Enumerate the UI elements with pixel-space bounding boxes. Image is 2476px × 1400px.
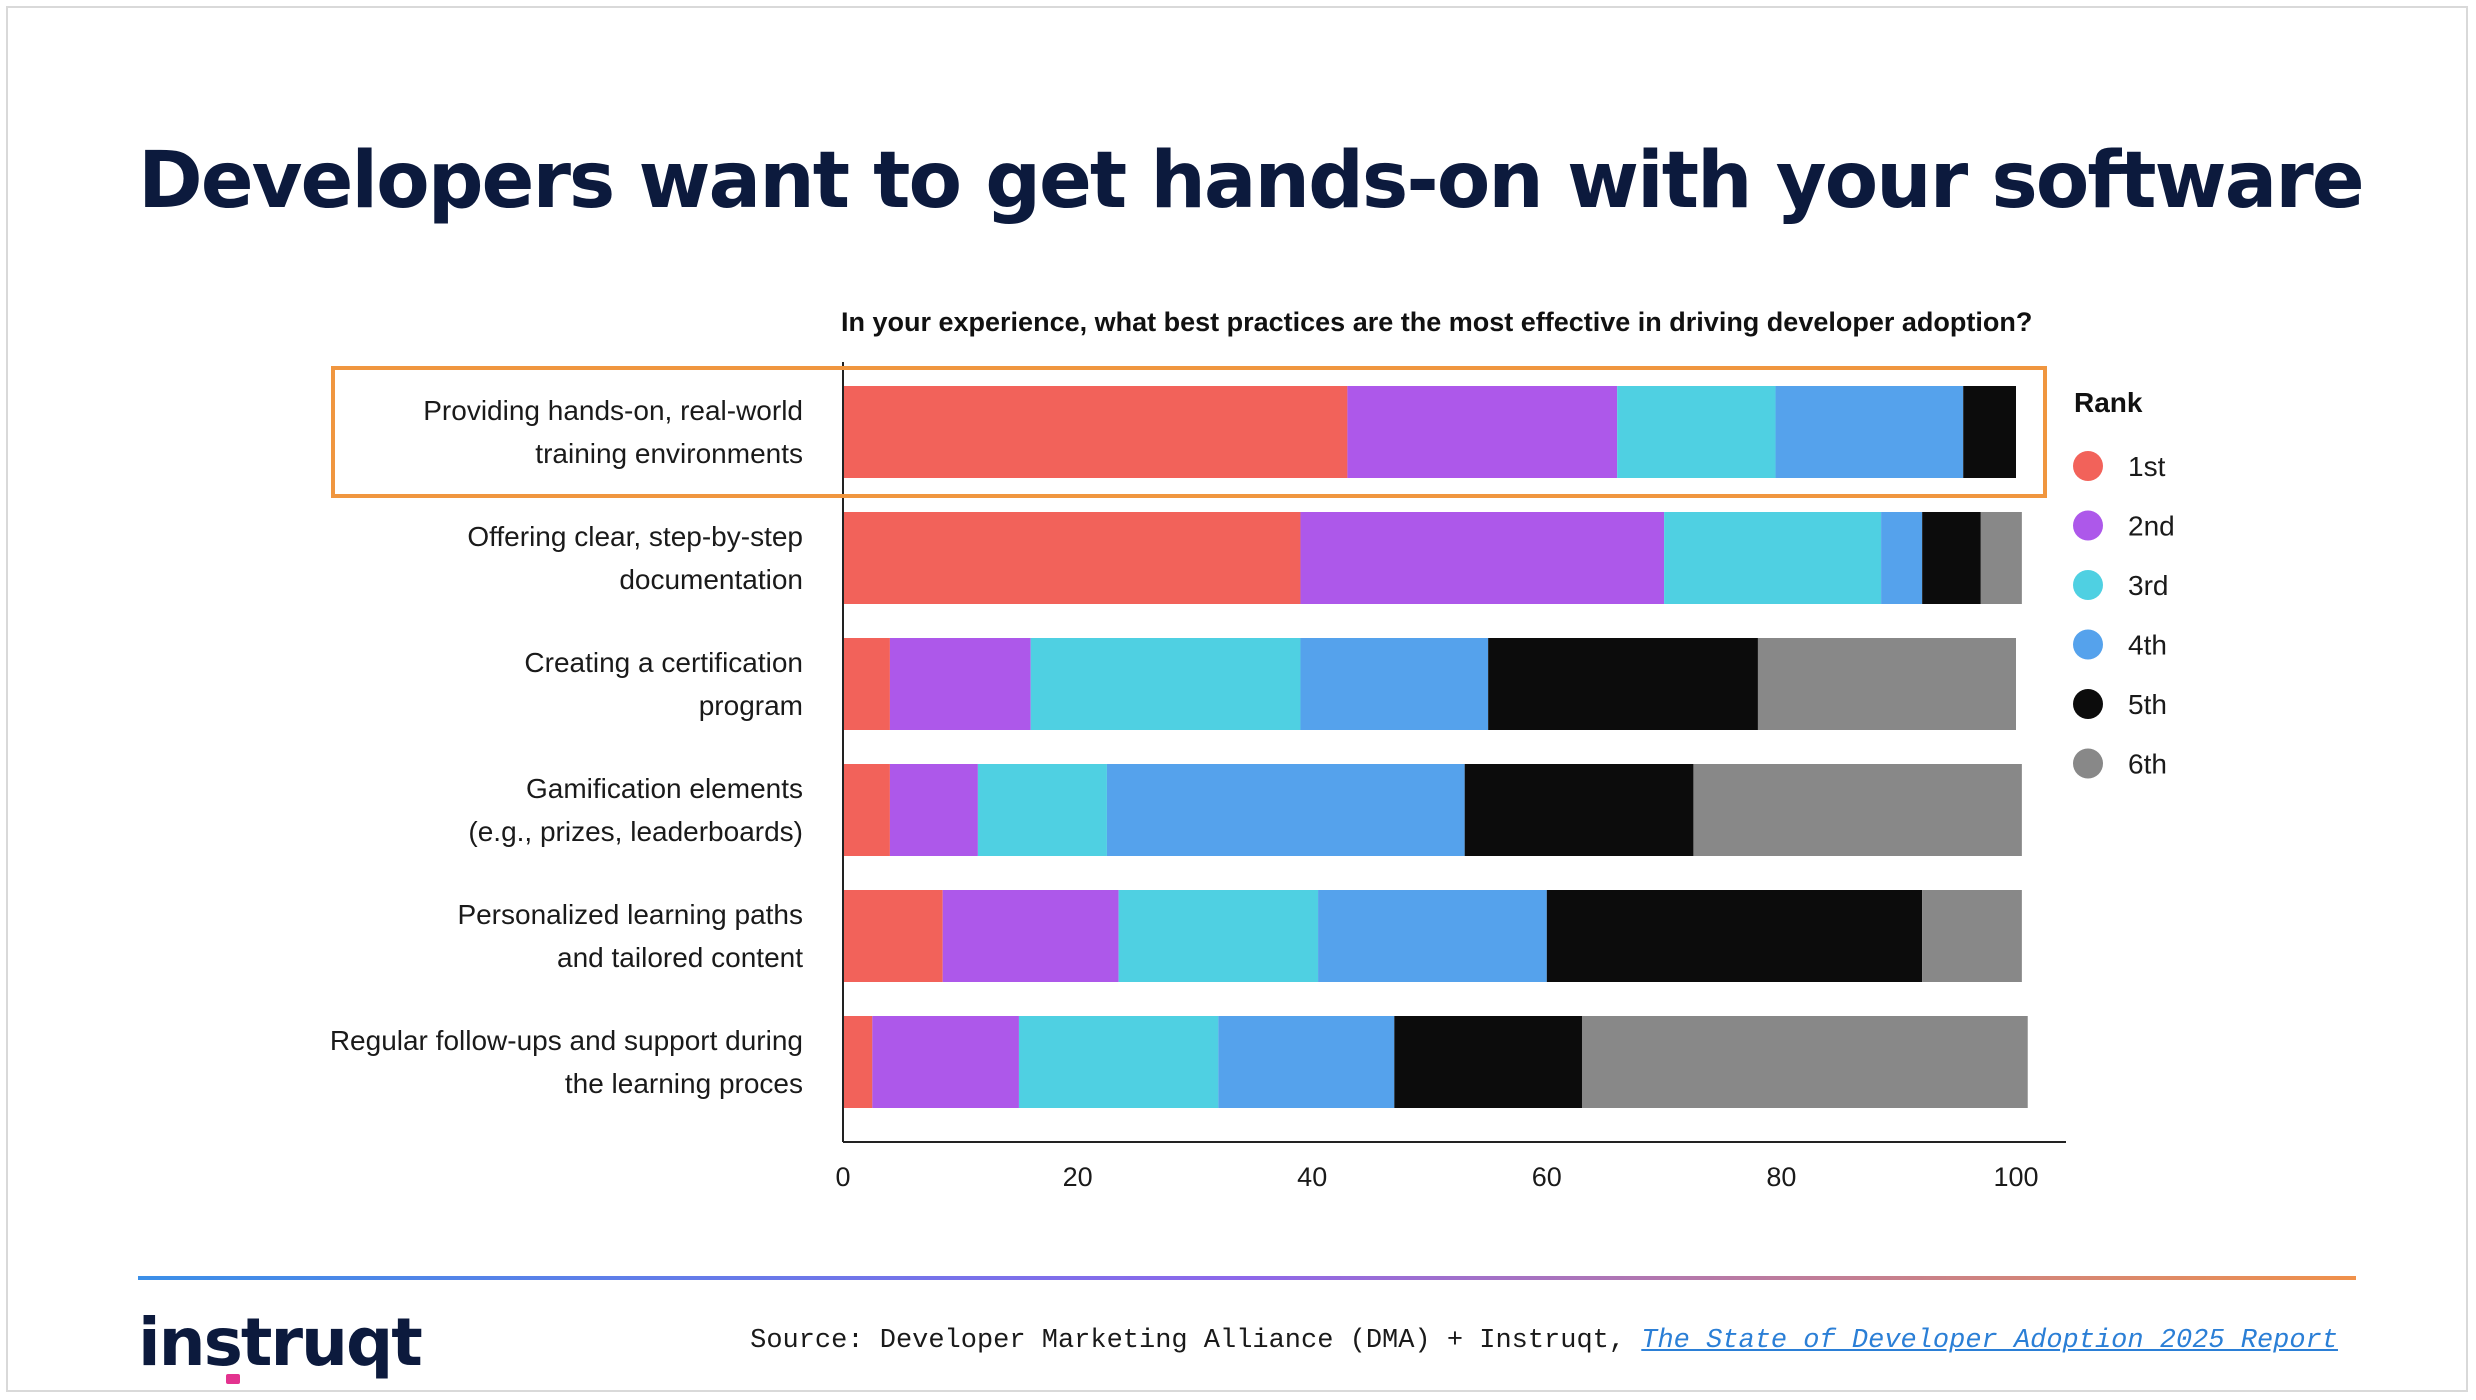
legend-swatch-2nd: [2073, 510, 2103, 541]
x-tick-label-40: 40: [1297, 1162, 1327, 1192]
bar-segment-4th-row-4: [1106, 764, 1465, 856]
stacked-bar-chart: In your experience, what best practices …: [330, 307, 2175, 1192]
bar-segment-1st-row-1: [843, 386, 1348, 478]
bar-segment-5th-row-3: [1488, 638, 1758, 730]
legend-label-4th: 4th: [2128, 630, 2167, 661]
legend-swatch-3rd: [2073, 570, 2103, 600]
slide: Developers want to get hands-on with you…: [6, 6, 2468, 1392]
legend-swatch-6th: [2073, 748, 2103, 779]
category-label-4-line-1: Gamification elements: [526, 773, 803, 804]
bar-segment-5th-row-2: [1922, 512, 1981, 604]
bar-segment-6th-row-5: [1922, 890, 2022, 982]
bar-segment-3rd-row-5: [1118, 890, 1319, 982]
category-label-4-line-2: (e.g., prizes, leaderboards): [468, 816, 803, 847]
bar-segment-4th-row-2: [1881, 512, 1923, 604]
bar-segment-3rd-row-2: [1664, 512, 1882, 604]
bar-segment-3rd-row-3: [1030, 638, 1301, 730]
legend-swatch-1st: [2073, 451, 2103, 481]
legend-title: Rank: [2074, 387, 2143, 418]
x-tick-label-20: 20: [1063, 1162, 1093, 1192]
bar-segment-5th-row-4: [1464, 764, 1694, 856]
source-text: Source: Developer Marketing Alliance (DM…: [750, 1326, 1642, 1356]
legend-swatch-4th: [2073, 629, 2103, 660]
bar-segment-1st-row-5: [843, 890, 943, 982]
bar-segment-4th-row-6: [1218, 1016, 1395, 1108]
legend-swatch-5th: [2073, 689, 2103, 719]
bar-segment-1st-row-3: [843, 638, 890, 730]
legend-label-5th: 5th: [2128, 689, 2167, 720]
bar-segment-1st-row-4: [843, 764, 890, 856]
legend-label-1st: 1st: [2128, 451, 2166, 482]
category-label-6-line-1: Regular follow-ups and support during: [330, 1025, 803, 1056]
category-label-2-line-2: documentation: [619, 564, 803, 595]
bar-segment-2nd-row-4: [889, 764, 978, 856]
bar-segment-5th-row-5: [1546, 890, 1923, 982]
source-report-link[interactable]: The State of Developer Adoption 2025 Rep…: [1641, 1326, 2338, 1356]
footer-divider: [138, 1276, 2356, 1280]
bar-segment-6th-row-2: [1980, 512, 2022, 604]
bar-segment-2nd-row-2: [1300, 512, 1665, 604]
category-label-3-line-2: program: [699, 690, 803, 721]
bar-segment-1st-row-2: [843, 512, 1301, 604]
legend-label-6th: 6th: [2128, 749, 2167, 780]
bar-segment-2nd-row-3: [889, 638, 1031, 730]
bar-segment-2nd-row-6: [872, 1016, 1019, 1108]
bar-segment-2nd-row-1: [1347, 386, 1618, 478]
bar-segment-6th-row-6: [1581, 1016, 2028, 1108]
source-citation: Source: Developer Marketing Alliance (DM…: [750, 1326, 2338, 1356]
legend-label-2nd: 2nd: [2128, 511, 2175, 542]
category-label-5-line-1: Personalized learning paths: [457, 899, 803, 930]
legend-label-3rd: 3rd: [2128, 570, 2168, 601]
bar-segment-4th-row-5: [1318, 890, 1547, 982]
instruqt-logo: instruqt: [138, 1304, 423, 1381]
bar-segment-6th-row-3: [1757, 638, 2016, 730]
bar-segment-4th-row-1: [1775, 386, 1964, 478]
category-label-1-line-1: Providing hands-on, real-world: [423, 395, 803, 426]
category-label-3-line-1: Creating a certification: [524, 647, 803, 678]
bar-segment-5th-row-6: [1394, 1016, 1582, 1108]
x-tick-label-60: 60: [1532, 1162, 1562, 1192]
bar-segment-2nd-row-5: [942, 890, 1119, 982]
page-title: Developers want to get hands-on with you…: [138, 136, 2365, 226]
bar-segment-3rd-row-6: [1018, 1016, 1219, 1108]
category-label-1-line-2: training environments: [535, 438, 803, 469]
highlight-box: [331, 366, 2047, 498]
bar-segment-5th-row-1: [1963, 386, 2016, 478]
bar-segment-3rd-row-1: [1617, 386, 1776, 478]
category-label-6-line-2: the learning proces: [565, 1068, 803, 1099]
x-tick-label-0: 0: [835, 1162, 850, 1192]
bar-segment-6th-row-4: [1693, 764, 2022, 856]
logo-accent: [226, 1374, 240, 1384]
x-tick-label-100: 100: [1993, 1162, 2038, 1192]
x-tick-label-80: 80: [1766, 1162, 1796, 1192]
category-label-5-line-2: and tailored content: [557, 942, 803, 973]
category-label-2-line-1: Offering clear, step-by-step: [467, 521, 803, 552]
bar-segment-3rd-row-4: [977, 764, 1107, 856]
bar-segment-1st-row-6: [843, 1016, 873, 1108]
bar-segment-4th-row-3: [1300, 638, 1489, 730]
chart-title: In your experience, what best practices …: [841, 307, 2032, 337]
